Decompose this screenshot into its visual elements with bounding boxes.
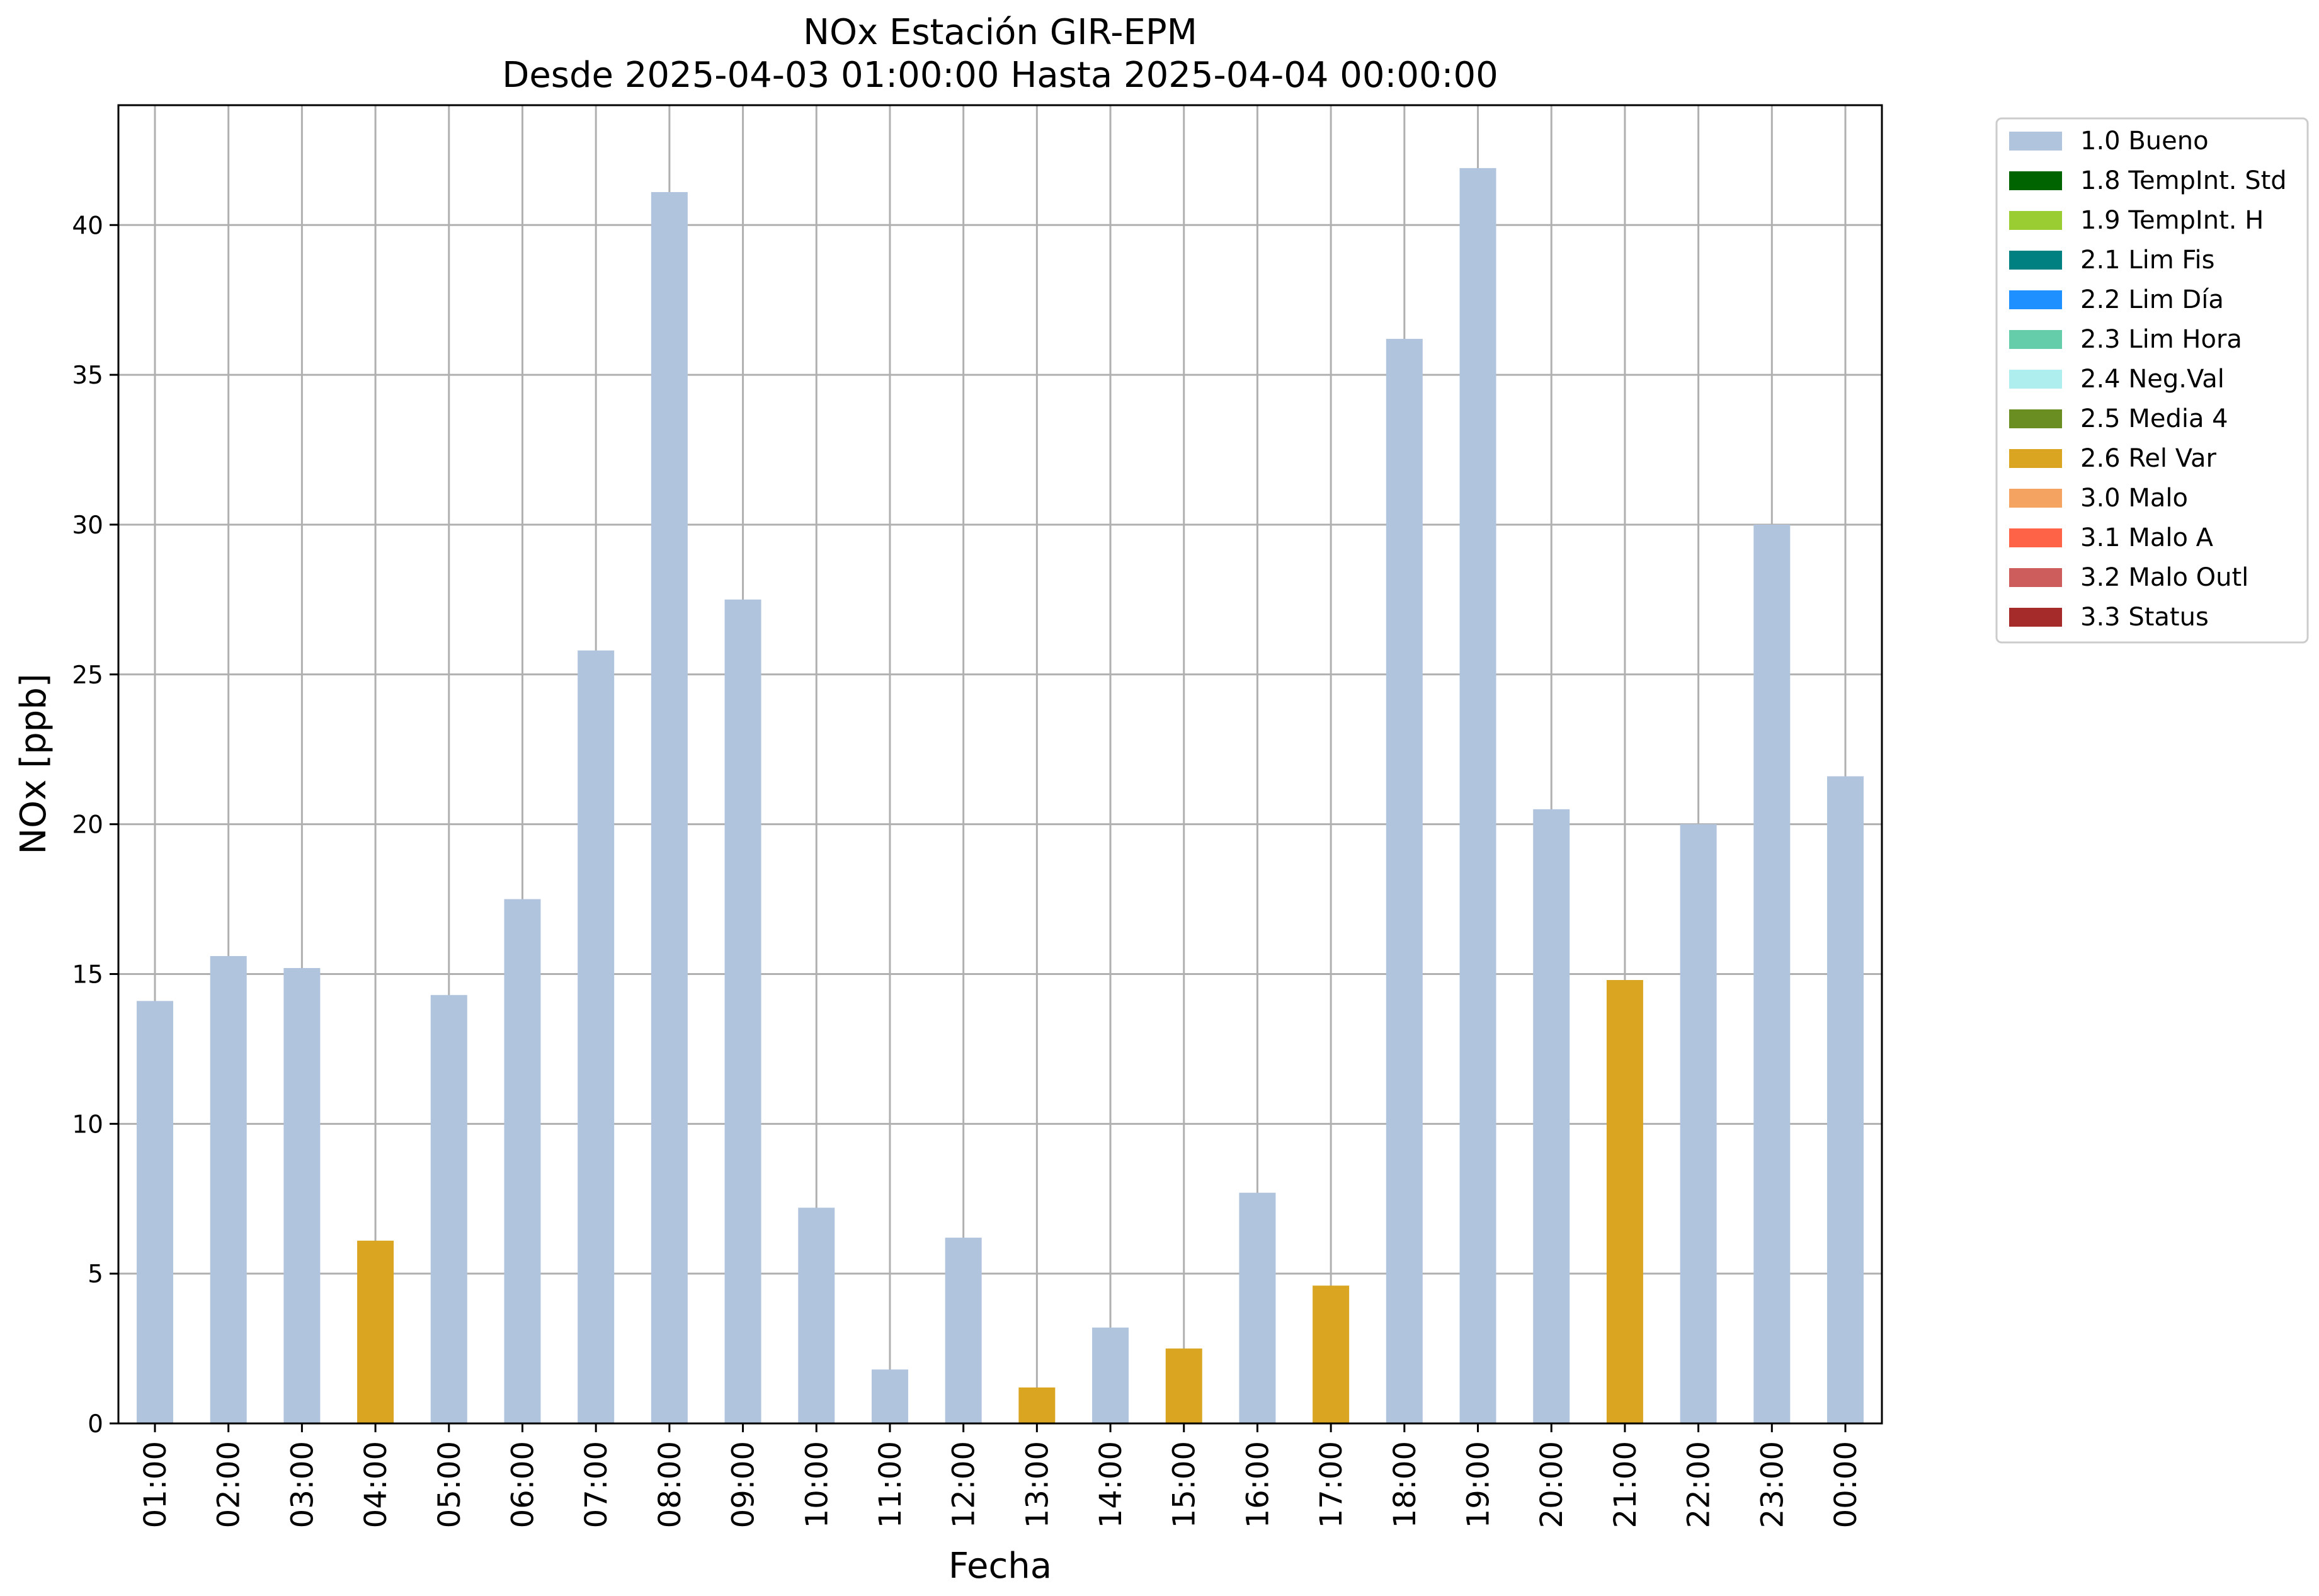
legend-swatch [2009, 211, 2062, 230]
bar-0800 [651, 191, 688, 1423]
legend-entry: 3.2 Malo Outl [2080, 563, 2248, 592]
legend-entry: 1.8 TempInt. Std [2080, 166, 2287, 195]
x-tick-label: 18:00 [1387, 1441, 1423, 1528]
bar-1900 [1459, 168, 1496, 1423]
y-tick-label: 0 [88, 1410, 103, 1439]
bar-0600 [504, 899, 541, 1423]
bar-0900 [724, 599, 761, 1423]
x-tick-label: 21:00 [1608, 1441, 1643, 1528]
legend-entry: 3.3 Status [2080, 603, 2209, 632]
y-axis-ticks: 0 5 10 15 20 25 30 35 40 [72, 212, 118, 1439]
y-tick-label: 30 [72, 511, 103, 540]
legend-entry: 2.4 Neg.Val [2080, 365, 2225, 394]
legend-frame [1995, 117, 2309, 644]
bar-0000 [1827, 776, 1864, 1423]
x-tick-label: 05:00 [432, 1441, 467, 1528]
bar-1600 [1239, 1192, 1276, 1423]
legend-swatch [2009, 528, 2062, 547]
y-tick-label: 20 [72, 811, 103, 840]
legend-entry: 2.5 Media 4 [2080, 404, 2228, 433]
bar-0200 [210, 955, 247, 1423]
bar-1200 [945, 1238, 982, 1423]
bar-0100 [137, 1001, 173, 1423]
legend-swatch [2009, 171, 2062, 190]
legend: 1.0 Bueno 1.8 TempInt. Std 1.9 TempInt. H 2… [1995, 117, 2309, 644]
y-tick-label: 15 [72, 960, 103, 989]
bar-0500 [430, 995, 467, 1423]
y-tick-label: 10 [72, 1110, 103, 1139]
bar-1100 [871, 1369, 908, 1423]
legend-swatch [2009, 370, 2062, 389]
y-tick-label: 40 [72, 212, 103, 240]
legend-entry: 2.6 Rel Var [2080, 444, 2217, 473]
x-tick-label: 17:00 [1314, 1441, 1349, 1528]
legend-entry: 1.9 TempInt. H [2080, 206, 2264, 235]
bar-2100 [1606, 979, 1643, 1423]
bar-1700 [1313, 1285, 1350, 1423]
x-axis-ticks: 01:00 02:00 03:00 04:00 05:00 06:00 07:00 08:00… [138, 1423, 1864, 1528]
bar-1400 [1092, 1327, 1129, 1423]
x-tick-label: 08:00 [652, 1441, 688, 1528]
legend-entry: 2.1 Lim Fis [2080, 246, 2214, 275]
x-tick-label: 04:00 [358, 1441, 394, 1528]
x-tick-label: 02:00 [212, 1441, 247, 1528]
x-tick-label: 07:00 [579, 1441, 614, 1528]
legend-entry: 3.0 Malo [2080, 484, 2188, 513]
bar-2000 [1533, 809, 1570, 1423]
legend-swatch [2009, 330, 2062, 349]
legend-swatch [2009, 568, 2062, 587]
y-tick-label: 35 [72, 362, 103, 390]
bar-2200 [1680, 824, 1717, 1423]
bar-0400 [357, 1240, 394, 1423]
legend-entry: 2.2 Lim Día [2080, 285, 2224, 314]
x-tick-label: 16:00 [1240, 1441, 1275, 1528]
y-axis-label: NOx [ppb] [13, 673, 54, 854]
x-axis-label: Fecha [949, 1546, 1052, 1587]
bar-2300 [1753, 524, 1791, 1423]
x-tick-label: 14:00 [1093, 1441, 1129, 1528]
x-tick-label: 20:00 [1534, 1441, 1570, 1528]
x-tick-label: 06:00 [505, 1441, 540, 1528]
legend-entry: 2.3 Lim Hora [2080, 325, 2242, 354]
bar-1300 [1018, 1387, 1056, 1423]
legend-swatch [2009, 608, 2062, 627]
legend-swatch [2009, 251, 2062, 270]
bar-1800 [1386, 339, 1423, 1424]
chart-title: NOx Estación GIR-EPM [803, 12, 1197, 53]
x-tick-label: 09:00 [726, 1441, 761, 1528]
bar-1500 [1165, 1348, 1202, 1423]
x-tick-label: 03:00 [285, 1441, 320, 1528]
bar-0700 [578, 650, 615, 1423]
plot-frame [117, 104, 1883, 1425]
x-tick-label: 23:00 [1755, 1441, 1790, 1528]
bars-group [137, 168, 1864, 1424]
legend-entry: 1.0 Bueno [2080, 127, 2209, 156]
x-tick-label: 22:00 [1682, 1441, 1717, 1528]
x-tick-label: 15:00 [1167, 1441, 1202, 1528]
bar-0300 [283, 967, 321, 1423]
legend-swatch [2009, 489, 2062, 508]
legend-swatch [2009, 449, 2062, 468]
legend-swatch [2009, 409, 2062, 428]
x-tick-label: 10:00 [799, 1441, 835, 1528]
x-tick-label: 19:00 [1461, 1441, 1496, 1528]
x-tick-label: 13:00 [1020, 1441, 1055, 1528]
chart-subtitle: Desde 2025-04-03 01:00:00 Hasta 2025-04-… [502, 55, 1498, 96]
legend-swatch [2009, 132, 2062, 151]
y-tick-label: 5 [88, 1260, 103, 1289]
x-tick-label: 12:00 [947, 1441, 982, 1528]
bar-1000 [798, 1207, 835, 1423]
legend-swatch [2009, 290, 2062, 309]
x-tick-label: 01:00 [138, 1441, 173, 1528]
x-tick-label: 00:00 [1828, 1441, 1864, 1528]
x-tick-label: 11:00 [873, 1441, 908, 1528]
legend-entry: 3.1 Malo A [2080, 523, 2214, 552]
y-tick-label: 25 [72, 661, 103, 690]
